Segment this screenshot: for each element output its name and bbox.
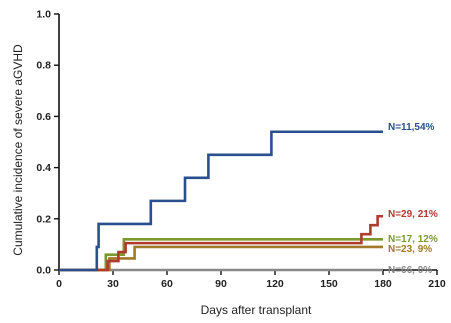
y-tick-label: 0.4 — [36, 162, 51, 174]
y-axis-title: Cumulative incidence of severe aGVHD — [11, 44, 25, 256]
y-tick-label: 0.0 — [36, 265, 51, 277]
y-tick-label: 0.8 — [36, 60, 51, 72]
y-tick-label: 0.2 — [36, 213, 51, 225]
y-tick-label: 1.0 — [36, 9, 51, 21]
series-label: N=66, 0% — [388, 265, 432, 276]
axes: 0.0 0.2 0.4 0.6 0.8 1.0 0 30 60 90 120 150 180 210 — [36, 9, 446, 291]
series-label: N=29, 21% — [388, 209, 438, 220]
x-tick-label: 90 — [215, 278, 227, 290]
series-labels: N=11,54% N=29, 21% N=17, 12%N=23, 9% N=66, … — [388, 122, 438, 276]
series-label: N=11,54% — [388, 122, 435, 133]
series-lines — [59, 130, 383, 272]
x-tick-label: 210 — [428, 278, 446, 290]
series-label: N=17, 12% — [388, 234, 438, 245]
x-axis-title: Days after transplant — [201, 303, 312, 317]
x-tick-label: 30 — [107, 278, 119, 290]
y-tick-label: 0.6 — [36, 111, 51, 123]
x-tick-label: 0 — [56, 278, 62, 290]
x-tick-label: 150 — [320, 278, 338, 290]
x-tick-label: 120 — [266, 278, 284, 290]
x-tick-label: 180 — [374, 278, 392, 290]
series-label: N=23, 9% — [388, 244, 432, 255]
series-line — [59, 130, 383, 272]
x-tick-label: 60 — [161, 278, 173, 290]
series-line — [59, 214, 383, 272]
